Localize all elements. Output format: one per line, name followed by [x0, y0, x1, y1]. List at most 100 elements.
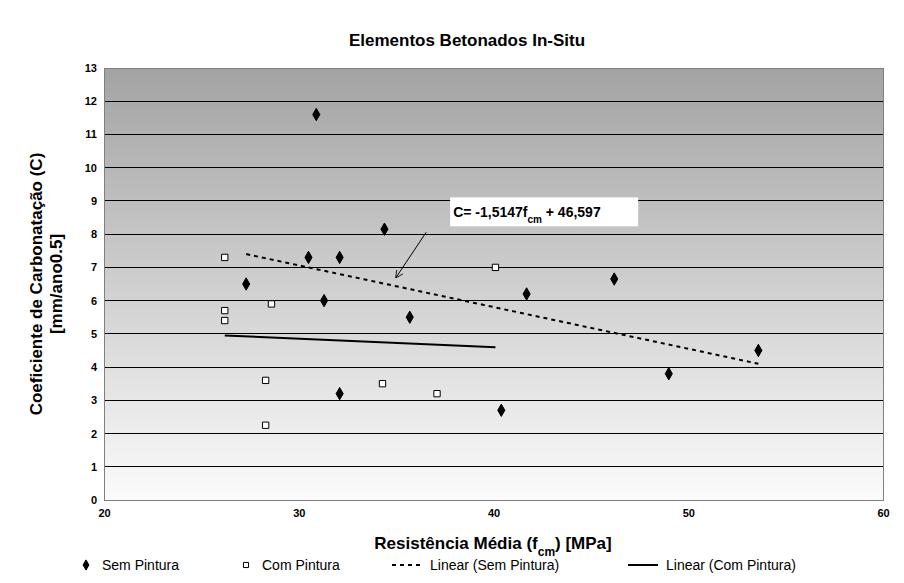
point: [755, 344, 762, 356]
grid-line: [104, 134, 883, 135]
tick: 8: [91, 228, 104, 240]
tick-label: 1: [91, 461, 97, 473]
series-points: [243, 108, 762, 416]
plot-background: [104, 68, 883, 500]
annotation: C= -1,5147fcm + 46,597: [396, 197, 638, 277]
point: [523, 288, 530, 300]
tick-label: 50: [683, 507, 695, 519]
legend-item: Com Pintura: [243, 557, 340, 573]
tick: 6: [91, 295, 104, 307]
point: [336, 387, 343, 399]
point: [611, 273, 618, 285]
point: [336, 251, 343, 263]
plot-frame: [104, 68, 883, 500]
point: [262, 422, 268, 428]
point: [313, 108, 320, 120]
text-part: + 46,597: [542, 204, 601, 220]
tick-label: 7: [91, 261, 97, 273]
tick-label: 30: [293, 507, 305, 519]
legend-label: Linear (Sem Pintura): [430, 557, 559, 573]
point: [379, 381, 385, 387]
point: [321, 294, 328, 306]
tick-label: 3: [91, 394, 97, 406]
tick-label: 6: [91, 295, 97, 307]
chart: 0123456789101112132030405060C= -1,5147fc…: [0, 0, 904, 583]
tick-label: 9: [91, 195, 97, 207]
point: [268, 301, 274, 307]
point: [222, 317, 228, 323]
tick: 50: [683, 500, 695, 519]
annotation-arrow: [396, 232, 426, 277]
marks: [222, 108, 762, 428]
legend-label: Com Pintura: [262, 557, 340, 573]
legend: Sem Pintura Com Pintura Linear (Sem Pintur…: [83, 557, 796, 573]
legend-symbol: [392, 564, 422, 566]
point: [665, 368, 672, 380]
tick: 10: [85, 162, 104, 174]
tick: 11: [85, 128, 104, 140]
tick: 40: [488, 500, 500, 519]
tick: 20: [98, 500, 110, 519]
tick: 9: [91, 195, 104, 207]
tick-label: 0: [91, 494, 97, 506]
y-axis-title-line: Coeficiente de Carbonatação (C): [27, 153, 46, 416]
y-axis: 012345678910111213: [85, 62, 105, 506]
grid-line: [104, 101, 883, 102]
axis-line: [105, 500, 884, 501]
legend-symbol: [83, 560, 89, 570]
text-part: Resistência Média (f: [374, 534, 538, 553]
x-axis-title: Resistência Média (fcm) [MPa]: [374, 534, 611, 559]
legend-symbol: [628, 564, 658, 566]
tick-label: 5: [91, 328, 97, 340]
point: [498, 404, 505, 416]
point: [222, 254, 228, 260]
tick: 5: [91, 328, 104, 340]
tick: 30: [293, 500, 305, 519]
grid-line: [104, 466, 883, 467]
grid-line: [104, 167, 883, 168]
tick-label: 10: [85, 162, 97, 174]
point: [243, 278, 250, 290]
annotation-text: C= -1,5147fcm + 46,597: [453, 204, 601, 225]
legend-item: Linear (Sem Pintura): [392, 557, 559, 573]
trend-line: [246, 254, 758, 364]
tick: 60: [877, 500, 889, 519]
y-axis-title-line: [mm/ano0.5]: [47, 234, 66, 334]
point: [305, 251, 312, 263]
text-part: ) [MPa]: [555, 534, 612, 553]
point: [492, 264, 498, 270]
title: Elementos Betonados In-Situ: [349, 31, 585, 50]
y-axis-title: Coeficiente de Carbonatação (C)[mm/ano0.…: [27, 153, 66, 416]
point: [262, 377, 268, 383]
tick: 1: [91, 461, 104, 473]
tick-label: 11: [85, 128, 97, 140]
text-part: C= -1,5147f: [453, 204, 528, 220]
tick-label: 4: [91, 361, 98, 373]
grid-line: [104, 300, 883, 301]
tick-label: 8: [91, 228, 97, 240]
grid-line: [104, 234, 883, 235]
point: [434, 390, 440, 396]
tick-label: 13: [85, 62, 97, 74]
point: [222, 307, 228, 313]
tick-label: 12: [85, 95, 97, 107]
grid-line: [104, 433, 883, 434]
tick: 0: [91, 494, 104, 506]
tick-label: 2: [91, 428, 97, 440]
legend-label: Sem Pintura: [102, 557, 179, 573]
grid-line: [104, 367, 883, 368]
text-part: cm: [527, 214, 542, 225]
legend-symbol: [243, 562, 248, 567]
tick: 7: [91, 261, 104, 273]
legend-item: Linear (Com Pintura): [628, 557, 796, 573]
x-axis: 20 30 40 50 60: [98, 500, 889, 519]
tick: 12: [85, 95, 104, 107]
tick-label: 40: [488, 507, 500, 519]
grid: [104, 68, 883, 500]
tick: 4: [91, 361, 104, 373]
point: [381, 223, 388, 235]
tick-label: 60: [877, 507, 889, 519]
grid-line: [104, 333, 883, 334]
annotation-box: [450, 197, 638, 226]
trend-line: [225, 336, 496, 348]
